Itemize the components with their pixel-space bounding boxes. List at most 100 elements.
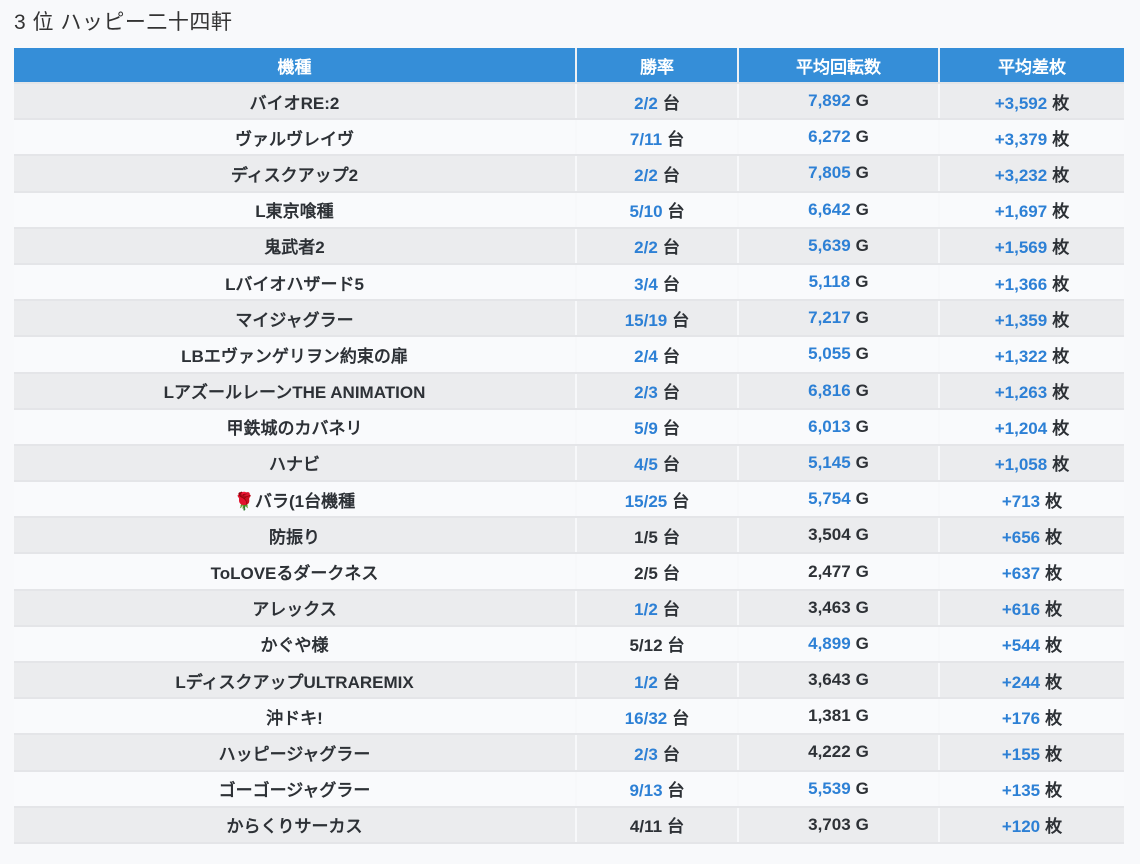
win-rate-value[interactable]: 2/3 xyxy=(634,744,658,764)
win-rate-cell: 2/2 台 xyxy=(576,83,739,121)
avg-spins-cell: 1,381 G xyxy=(738,698,940,736)
avg-diff-value[interactable]: +637 xyxy=(1001,564,1041,584)
avg-diff-value[interactable]: +1,322 xyxy=(994,346,1048,366)
machine-name-cell: 甲鉄城のカバネリ xyxy=(14,408,577,446)
avg-spins-value[interactable]: 6,642 xyxy=(808,199,851,219)
win-rate-unit: 台 xyxy=(662,564,680,584)
avg-spins-unit: G xyxy=(855,91,869,111)
avg-spins-value[interactable]: 7,892 xyxy=(808,91,851,111)
win-rate-value[interactable]: 7/11 xyxy=(629,129,663,149)
machine-name-cell: ディスクアップ2 xyxy=(14,155,577,193)
win-rate-cell: 16/32 台 xyxy=(576,698,739,736)
win-rate-value[interactable]: 1/2 xyxy=(634,600,658,620)
win-rate-value[interactable]: 2/3 xyxy=(634,383,658,403)
win-rate-value: 2/5 xyxy=(634,564,658,584)
avg-spins-value[interactable]: 5,055 xyxy=(808,344,851,364)
avg-diff-unit: 枚 xyxy=(1045,491,1063,511)
avg-diff-unit: 枚 xyxy=(1052,93,1070,113)
machine-name-cell: Lバイオハザード5 xyxy=(14,263,577,302)
avg-diff-unit: 枚 xyxy=(1045,636,1063,656)
win-rate-cell: 2/5 台 xyxy=(576,553,739,591)
win-rate-value[interactable]: 15/25 xyxy=(624,491,668,511)
avg-spins-value[interactable]: 5,539 xyxy=(808,778,851,798)
avg-diff-value[interactable]: +120 xyxy=(1001,817,1041,837)
win-rate-cell: 3/4 台 xyxy=(576,263,739,302)
avg-spins-value[interactable]: 6,272 xyxy=(808,127,851,147)
avg-diff-value[interactable]: +244 xyxy=(1001,672,1041,692)
table-row: 甲鉄城のカバネリ 5/9 台 6,013 G +1,204 枚 xyxy=(14,408,1124,446)
avg-diff-value[interactable]: +176 xyxy=(1001,708,1041,728)
win-rate-value[interactable]: 2/4 xyxy=(634,346,658,366)
avg-spins-unit: G xyxy=(855,344,869,364)
avg-spins-value[interactable]: 4,899 xyxy=(808,633,851,653)
win-rate-value[interactable]: 3/4 xyxy=(634,274,658,294)
win-rate-value[interactable]: 5/10 xyxy=(629,202,663,222)
avg-diff-value[interactable]: +135 xyxy=(1001,781,1041,801)
avg-diff-unit: 枚 xyxy=(1052,346,1070,366)
table-row: LディスクアップULTRAREMIX 1/2 台 3,643 G +244 枚 xyxy=(14,662,1124,700)
avg-spins-cell: 3,643 G xyxy=(738,662,940,700)
avg-diff-value[interactable]: +3,592 xyxy=(994,93,1048,113)
table-row: ヴァルヴレイヴ 7/11 台 6,272 G +3,379 枚 xyxy=(14,119,1124,157)
avg-diff-value[interactable]: +1,697 xyxy=(994,202,1048,222)
win-rate-value[interactable]: 5/9 xyxy=(634,419,658,439)
win-rate-value[interactable]: 2/2 xyxy=(634,93,658,113)
avg-diff-value[interactable]: +656 xyxy=(1001,527,1041,547)
avg-spins-value[interactable]: 6,816 xyxy=(808,380,851,400)
table-row: LBエヴァンゲリヲン約束の扉 2/4 台 5,055 G +1,322 枚 xyxy=(14,336,1124,374)
win-rate-cell: 2/3 台 xyxy=(576,372,739,410)
col-header-win-rate: 勝率 xyxy=(576,48,739,84)
table-row: からくりサーカス 4/11 台 3,703 G +120 枚 xyxy=(14,806,1124,844)
avg-spins-value[interactable]: 7,217 xyxy=(808,308,851,328)
avg-diff-value[interactable]: +616 xyxy=(1001,600,1041,620)
avg-spins-value[interactable]: 5,754 xyxy=(808,489,851,509)
avg-spins-value[interactable]: 5,118 xyxy=(808,272,851,292)
avg-diff-unit: 枚 xyxy=(1052,202,1070,222)
avg-spins-value[interactable]: 5,145 xyxy=(808,452,851,472)
win-rate-unit: 台 xyxy=(662,527,680,547)
avg-diff-value[interactable]: +544 xyxy=(1001,636,1041,656)
avg-spins-value: 3,703 xyxy=(808,814,851,834)
avg-diff-value[interactable]: +1,359 xyxy=(994,310,1048,330)
win-rate-cell: 15/25 台 xyxy=(576,481,739,519)
avg-diff-value[interactable]: +1,204 xyxy=(994,419,1048,439)
win-rate-value[interactable]: 16/32 xyxy=(624,708,668,728)
avg-diff-value[interactable]: +1,569 xyxy=(994,238,1048,258)
win-rate-value[interactable]: 2/2 xyxy=(634,238,658,258)
win-rate-value[interactable]: 9/13 xyxy=(629,781,663,801)
avg-diff-value[interactable]: +1,058 xyxy=(994,455,1048,475)
avg-diff-value[interactable]: +3,232 xyxy=(994,165,1048,185)
avg-spins-unit: G xyxy=(855,778,869,798)
win-rate-value: 5/12 xyxy=(629,636,663,656)
win-rate-unit: 台 xyxy=(667,636,685,656)
avg-spins-value[interactable]: 5,639 xyxy=(808,235,851,255)
avg-diff-unit: 枚 xyxy=(1052,238,1070,258)
avg-diff-cell: +1,569 枚 xyxy=(939,227,1124,265)
avg-diff-unit: 枚 xyxy=(1045,708,1063,728)
avg-diff-cell: +1,366 枚 xyxy=(939,263,1124,302)
avg-spins-value[interactable]: 6,013 xyxy=(808,416,851,436)
win-rate-value[interactable]: 1/2 xyxy=(634,672,658,692)
win-rate-cell: 4/5 台 xyxy=(576,444,739,483)
machine-name-cell: 防振り xyxy=(14,517,577,555)
table-row: マイジャグラー 15/19 台 7,217 G +1,359 枚 xyxy=(14,300,1124,338)
win-rate-value[interactable]: 4/5 xyxy=(634,455,658,475)
win-rate-unit: 台 xyxy=(672,708,690,728)
win-rate-cell: 5/10 台 xyxy=(576,191,739,229)
win-rate-value[interactable]: 2/2 xyxy=(634,165,658,185)
avg-diff-value[interactable]: +155 xyxy=(1001,744,1041,764)
win-rate-value[interactable]: 15/19 xyxy=(624,310,668,330)
avg-spins-unit: G xyxy=(855,452,869,472)
avg-spins-cell: 6,272 G xyxy=(738,119,940,157)
avg-diff-cell: +176 枚 xyxy=(939,698,1124,736)
avg-diff-value[interactable]: +3,379 xyxy=(994,129,1048,149)
avg-diff-unit: 枚 xyxy=(1052,455,1070,475)
avg-diff-value[interactable]: +1,366 xyxy=(994,274,1048,294)
avg-spins-value[interactable]: 7,805 xyxy=(808,163,851,183)
avg-diff-value[interactable]: +713 xyxy=(1001,491,1041,511)
avg-diff-cell: +1,204 枚 xyxy=(939,408,1124,446)
machine-name-cell: LBエヴァンゲリヲン約束の扉 xyxy=(14,336,577,374)
avg-diff-value[interactable]: +1,263 xyxy=(994,383,1048,403)
win-rate-unit: 台 xyxy=(672,310,690,330)
table-body: バイオRE:2 2/2 台 7,892 G +3,592 枚ヴァルヴレイヴ 7/11 台 6,27… xyxy=(14,83,1124,844)
